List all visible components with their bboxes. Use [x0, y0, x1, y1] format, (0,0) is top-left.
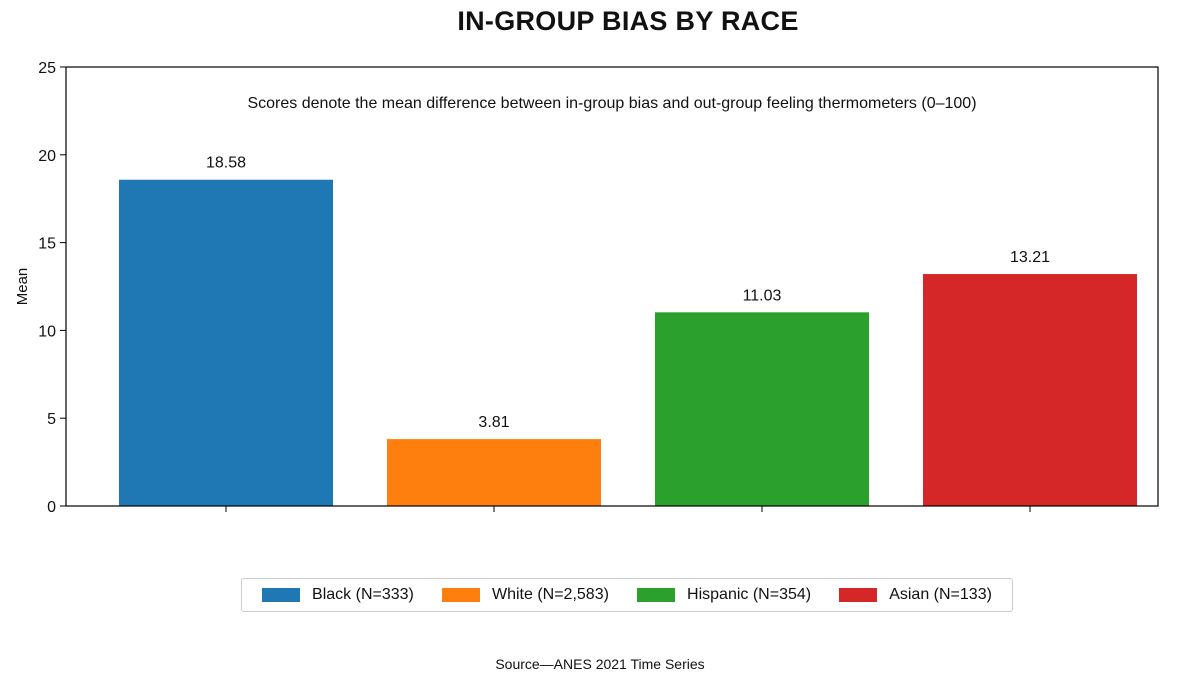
y-axis-label: Mean — [14, 268, 31, 306]
bar-chart: 18.58 3.81 11.03 13.21 0 5 10 15 20 25 Scores de… — [14, 60, 1159, 516]
legend-label-hispanic: Hispanic (N=354) — [687, 586, 812, 603]
legend-label-white: White (N=2,583) — [491, 586, 609, 603]
legend-item-hispanic: Hispanic (N=354) — [637, 586, 811, 604]
legend-swatch-black — [262, 588, 301, 602]
legend-item-black: Black (N=333) — [262, 586, 414, 604]
legend-label-black: Black (N=333) — [312, 586, 414, 603]
value-labels-group: 18.58 3.81 11.03 13.21 — [206, 155, 1050, 431]
plot-frame — [65, 66, 1159, 507]
bar-2 — [655, 312, 869, 506]
y-tick-label: 20 — [38, 148, 56, 165]
chart-subtitle: Scores denote the mean difference betwee… — [247, 95, 976, 112]
bar-value-label-1: 3.81 — [478, 414, 509, 431]
bar-0 — [119, 179, 333, 506]
y-tick-label: 10 — [38, 323, 56, 340]
bar-value-label-3: 13.21 — [1010, 249, 1050, 266]
source-note: Source—ANES 2021 Time Series — [495, 656, 705, 672]
y-tick-label: 25 — [38, 60, 56, 77]
chart-title: IN-GROUP BIAS BY RACE — [457, 6, 799, 36]
y-axis: 0 5 10 15 20 25 — [38, 60, 66, 516]
bar-value-label-2: 11.03 — [743, 287, 782, 304]
legend-swatch-white — [441, 588, 480, 602]
legend-label-asian: Asian (N=133) — [889, 586, 992, 603]
y-tick-label: 5 — [47, 411, 56, 428]
legend-item-white: White (N=2,583) — [441, 586, 609, 604]
x-axis-ticks — [225, 506, 1031, 512]
y-tick-label: 0 — [47, 499, 56, 516]
legend: Black (N=333) White (N=2,583) Hispanic (… — [241, 578, 1013, 612]
bar-value-label-0: 18.58 — [206, 155, 246, 172]
bars-group — [119, 179, 1137, 506]
bar-3 — [923, 274, 1137, 506]
bar-1 — [387, 439, 601, 506]
legend-swatch-asian — [839, 588, 878, 602]
y-tick-label: 15 — [38, 236, 56, 253]
legend-swatch-hispanic — [637, 588, 676, 602]
legend-item-asian: Asian (N=133) — [839, 586, 992, 604]
